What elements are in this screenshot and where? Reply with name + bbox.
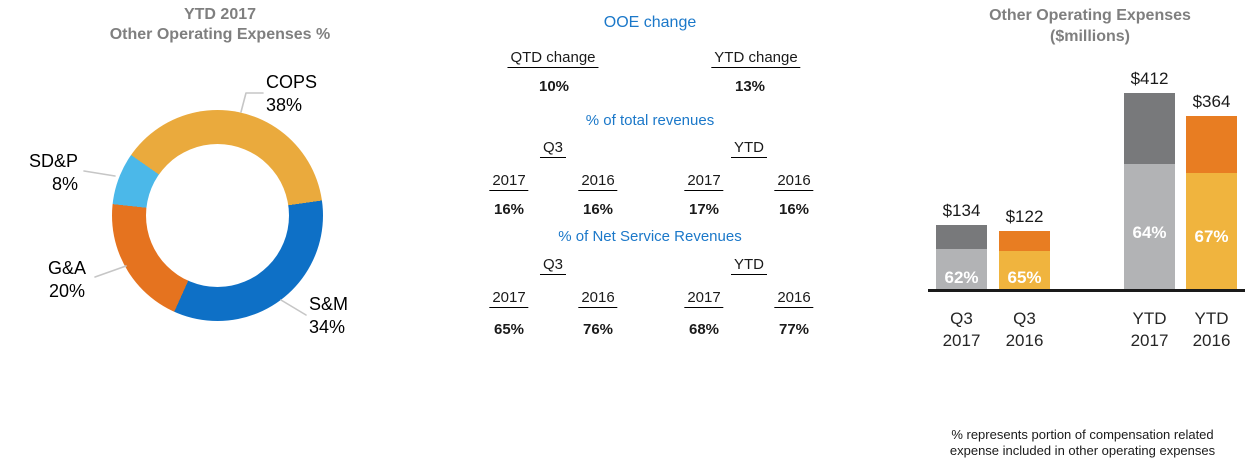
slice-label-cops: COPS 38% xyxy=(266,71,317,117)
xlabel-q3-2017: Q3 2017 xyxy=(924,308,999,352)
section2-year-2: 2016 xyxy=(578,289,618,308)
xlabel-q3-2016-line2: 2016 xyxy=(1005,331,1044,350)
section1-year-3: 2017 xyxy=(684,172,724,191)
bar-ytd-2017-comp-segment: 64% xyxy=(1124,164,1175,289)
bar-ytd-2016-comp-segment: 67% xyxy=(1186,173,1237,289)
leader-line-sm xyxy=(280,299,307,316)
section2-group-ytd: YTD xyxy=(731,256,767,275)
ooe-title: OOE change xyxy=(603,14,697,31)
section1-heading: % of total revenues xyxy=(585,112,715,129)
bar-ytd-2017-stack: 64% xyxy=(1124,93,1175,289)
xlabel-ytd-2017-line2: 2017 xyxy=(1130,331,1169,350)
section2-year-1: 2017 xyxy=(489,289,529,308)
xlabel-ytd-2016-line2: 2016 xyxy=(1192,331,1231,350)
section2-value-2: 76% xyxy=(582,321,614,338)
leader-line-cops xyxy=(240,92,264,113)
slice-label-cops-pct: 38% xyxy=(266,95,303,115)
slice-label-sm-pct: 34% xyxy=(309,317,346,337)
section1-year-1: 2017 xyxy=(489,172,529,191)
slice-label-sdp-name: SD&P xyxy=(28,151,78,171)
section1-value-3: 17% xyxy=(688,201,720,218)
slice-label-sdp: SD&P 8% xyxy=(18,150,78,196)
x-axis-line xyxy=(928,289,1245,292)
bar-q3-2016-noncomp-segment xyxy=(999,231,1050,251)
section1-group-ytd: YTD xyxy=(731,139,767,158)
ooe-change-panel: OOE change QTD change YTD change 10% 13%… xyxy=(460,0,840,360)
bar-ytd-2016-pct: 67% xyxy=(1194,227,1229,246)
leader-line-sdp xyxy=(83,170,116,177)
donut-chart-panel: YTD 2017 Other Operating Expenses % COPS… xyxy=(0,0,435,420)
section2-group-q3: Q3 xyxy=(539,256,567,275)
donut-title-line2: Other Operating Expenses % xyxy=(109,26,331,43)
bar-q3-2017: $134 62% xyxy=(936,201,987,289)
section2-value-3: 68% xyxy=(688,321,720,338)
donut-ring xyxy=(112,110,323,321)
section1-value-4: 16% xyxy=(778,201,810,218)
donut-title-line1: YTD 2017 xyxy=(183,6,257,23)
bar-q3-2016-comp-segment: 65% xyxy=(999,251,1050,289)
section2-year-3: 2017 xyxy=(684,289,724,308)
xlabel-ytd-2016: YTD 2016 xyxy=(1174,308,1249,352)
slice-label-sm-name: S&M xyxy=(309,294,349,314)
bar-title-line2: ($millions) xyxy=(1049,28,1130,45)
bar-q3-2016-pct: 65% xyxy=(1007,268,1042,287)
bar-q3-2017-pct: 62% xyxy=(944,268,979,287)
bar-q3-2017-value: $134 xyxy=(942,201,981,220)
slice-label-cops-name: COPS xyxy=(266,72,318,92)
bar-q3-2016: $122 65% xyxy=(999,207,1050,289)
donut-chart-title: YTD 2017 Other Operating Expenses % xyxy=(5,5,435,45)
section1-group-q3: Q3 xyxy=(539,139,567,158)
xlabel-ytd-2017: YTD 2017 xyxy=(1112,308,1187,352)
bar-q3-2017-comp-segment: 62% xyxy=(936,249,987,289)
ytd-change-header: YTD change xyxy=(711,49,801,68)
donut-leader-lines xyxy=(83,92,307,316)
section2-year-4: 2016 xyxy=(774,289,814,308)
qtd-change-value: 10% xyxy=(538,78,570,95)
section1-year-2: 2016 xyxy=(578,172,618,191)
bar-q3-2017-stack: 62% xyxy=(936,225,987,289)
xlabel-q3-2016: Q3 2016 xyxy=(987,308,1062,352)
xlabel-ytd-2016-line1: YTD xyxy=(1194,309,1229,328)
qtd-change-header: QTD change xyxy=(507,49,599,68)
slice-label-ga-name: G&A xyxy=(47,258,86,278)
slice-label-ga-pct: 20% xyxy=(48,281,86,301)
bar-ytd-2016-value: $364 xyxy=(1192,92,1231,111)
bar-chart-panel: Other Operating Expenses ($millions) $13… xyxy=(920,0,1255,474)
section1-value-1: 16% xyxy=(493,201,525,218)
bar-title-line1: Other Operating Expenses xyxy=(989,7,1191,24)
bar-ytd-2017-value: $412 xyxy=(1130,69,1169,88)
ytd-change-value: 13% xyxy=(734,78,766,95)
xlabel-q3-2016-line1: Q3 xyxy=(1013,309,1036,328)
bar-ytd-2017-noncomp-segment xyxy=(1124,93,1175,164)
bar-ytd-2017-pct: 64% xyxy=(1132,222,1167,242)
footnote-line1: % represents portion of compensation rel… xyxy=(951,427,1214,442)
xlabel-q3-2017-line2: 2017 xyxy=(942,331,981,350)
xlabel-q3-2017-line1: Q3 xyxy=(950,309,973,328)
bar-q3-2016-value: $122 xyxy=(1005,207,1044,226)
section1-value-2: 16% xyxy=(582,201,614,218)
bar-ytd-2016-stack: 67% xyxy=(1186,116,1237,289)
xlabel-ytd-2017-line1: YTD xyxy=(1132,309,1167,328)
slice-label-ga: G&A 20% xyxy=(40,257,94,303)
bar-ytd-2016: $364 67% xyxy=(1186,92,1237,289)
leader-line-ga xyxy=(94,265,127,278)
bar-q3-2017-noncomp-segment xyxy=(936,225,987,249)
slice-label-sdp-pct: 8% xyxy=(51,174,78,194)
bar-ytd-2016-noncomp-segment xyxy=(1186,116,1237,173)
section2-heading: % of Net Service Revenues xyxy=(558,228,742,245)
bar-chart-title: Other Operating Expenses ($millions) xyxy=(925,5,1255,47)
bar-ytd-2017: $412 64% xyxy=(1124,69,1175,289)
section2-value-1: 65% xyxy=(493,321,525,338)
footnote-line2: expense included in other operating expe… xyxy=(949,442,1216,458)
section2-value-4: 77% xyxy=(778,321,810,338)
slice-label-sm: S&M 34% xyxy=(309,293,348,339)
bar-q3-2016-stack: 65% xyxy=(999,231,1050,289)
bar-chart-footnote: % represents portion of compensation rel… xyxy=(920,427,1245,458)
section1-year-4: 2016 xyxy=(774,172,814,191)
